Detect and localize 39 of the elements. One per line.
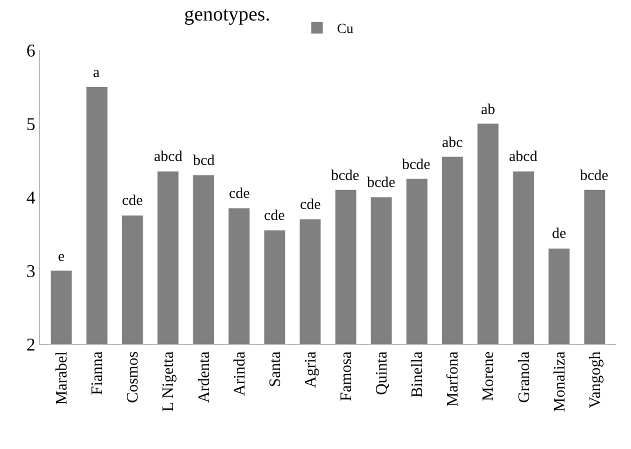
x-tick-label: Cosmos xyxy=(124,351,142,403)
annotation: e xyxy=(58,249,65,265)
y-tick-label: 6 xyxy=(26,40,36,60)
x-tick-label: Santa xyxy=(266,351,284,387)
annotation: abcd xyxy=(509,149,538,165)
annotation: de xyxy=(552,226,566,242)
x-tick-label: Agria xyxy=(302,351,320,388)
y-tick-label: 5 xyxy=(26,114,36,134)
y-tick-label: 4 xyxy=(26,187,36,208)
legend-label: Cu xyxy=(337,22,354,38)
y-tick-label: 3 xyxy=(26,260,36,281)
annotation: ab xyxy=(481,102,496,118)
annotation: bcde xyxy=(331,168,360,184)
annotation: cde xyxy=(300,197,322,213)
annotation: bcde xyxy=(367,175,396,191)
annotation: bcd xyxy=(193,153,216,169)
x-tick-label: Vangogh xyxy=(586,351,604,408)
annotation: cde xyxy=(122,193,144,209)
x-tick-label: Binella xyxy=(409,351,426,398)
x-tick-label: Granola xyxy=(516,351,533,403)
x-tick-label: Arinda xyxy=(231,351,248,396)
x-tick-label: Quinta xyxy=(374,351,391,395)
annotation: bcde xyxy=(580,168,609,184)
annotation: cde xyxy=(229,186,250,202)
x-tick-label: Morene xyxy=(480,351,498,402)
x-tick-label: Monaliza xyxy=(551,351,568,412)
y-tick-label: 2 xyxy=(26,334,36,354)
annotation: bcde xyxy=(402,157,431,173)
x-tick-label: Fianna xyxy=(89,351,106,395)
annotation: abc xyxy=(442,135,464,151)
x-tick-label: Marabel xyxy=(54,350,71,405)
annotation: cde xyxy=(264,208,286,224)
x-tick-label: Famosa xyxy=(338,351,355,402)
annotation: abcd xyxy=(154,149,183,165)
chart-title: genotypes. xyxy=(184,4,270,26)
x-tick-label: Marfona xyxy=(444,351,462,406)
x-tick-label: Ardenta xyxy=(196,351,213,403)
x-tick-label: L Nigetta xyxy=(160,351,178,412)
annotation: a xyxy=(93,65,100,81)
